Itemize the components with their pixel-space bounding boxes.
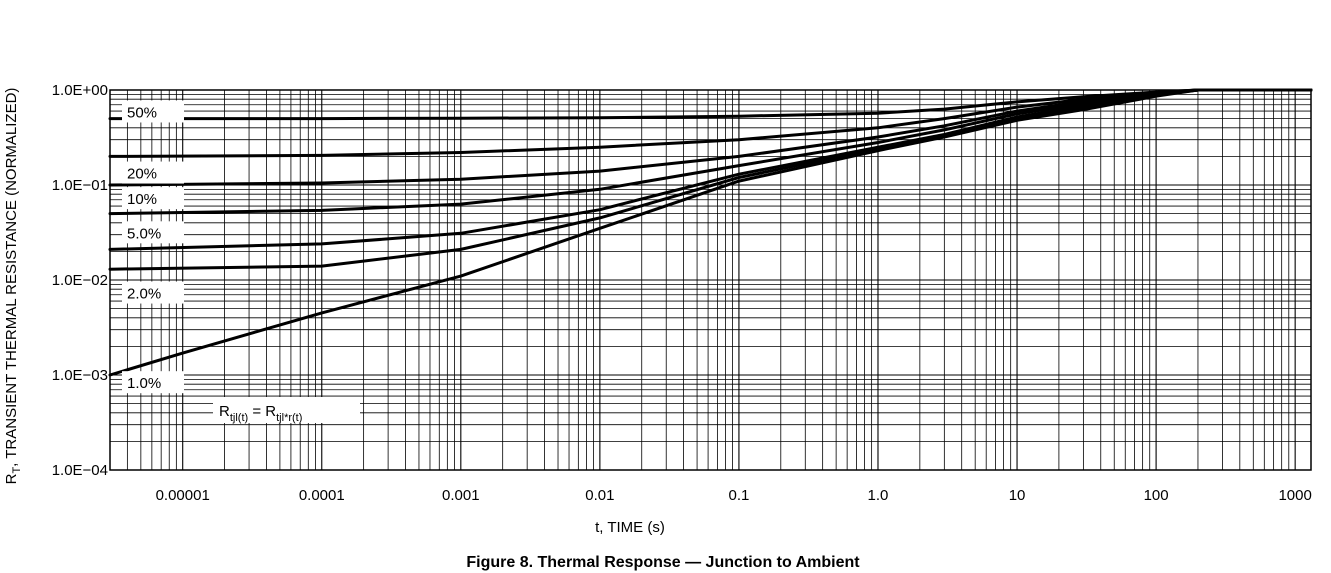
y-axis-title-main: R	[3, 473, 20, 484]
x-tick-label: 0.001	[442, 487, 480, 504]
y-axis-title: RT, TRANSIENT THERMAL RESISTANCE (NORMAL…	[3, 88, 23, 485]
x-tick-label: 100	[1144, 487, 1169, 504]
x-axis-title: t, TIME (s)	[595, 519, 665, 536]
series-label-box	[122, 221, 184, 244]
series-label-box	[122, 100, 184, 123]
grid	[109, 89, 1311, 471]
x-tick-label: 0.0001	[299, 487, 345, 504]
series-label: 1.0%	[127, 375, 161, 392]
y-axis-title-sub: T	[11, 467, 23, 474]
formula-lhs: R	[219, 403, 230, 420]
formula-box	[213, 397, 360, 423]
series-lines	[108, 88, 1313, 377]
series-label: 50%	[127, 104, 157, 121]
x-tick-label: 1000	[1278, 487, 1311, 504]
tick-labels: 0.00001 0.0001 0.001 0.01 0.1 1.0 10 100 1000 1.0…	[52, 82, 1312, 504]
formula-eq: =	[248, 403, 265, 420]
y-tick-label: 1.0E−01	[52, 177, 108, 194]
x-tick-label: 0.01	[585, 487, 614, 504]
series-label-box	[122, 281, 184, 304]
series-label: 2.0%	[127, 286, 161, 303]
series-label: 10%	[127, 191, 157, 208]
formula-text: Rtjl(t) = Rtjl*r(t)	[219, 403, 302, 424]
figure-caption: Figure 8. Thermal Response — Junction to…	[466, 554, 860, 571]
plot-frame	[109, 89, 1312, 471]
series-line-1.0pct	[108, 88, 1313, 377]
y-tick-label: 1.0E−03	[52, 367, 108, 384]
y-tick-label: 1.0E−02	[52, 272, 108, 289]
x-tick-label: 0.1	[729, 487, 750, 504]
y-tick-label: 1.0E+00	[52, 82, 108, 99]
formula-rhs-sub: tjl*r(t)	[276, 412, 302, 424]
series-line-5.0pct	[108, 88, 1313, 216]
formula-annotation: Rtjl(t) = Rtjl*r(t)	[213, 397, 360, 424]
series-label: 20%	[127, 166, 157, 183]
formula-rhs: R	[265, 403, 276, 420]
formula-lhs-sub: tjl(t)	[230, 412, 248, 424]
y-axis-title-rest: , TRANSIENT THERMAL RESISTANCE (NORMALIZ…	[3, 88, 20, 467]
y-tick-label: 1.0E−04	[52, 462, 108, 479]
x-tick-label: 0.00001	[156, 487, 210, 504]
series-label: 5.0%	[127, 225, 161, 242]
series-label-box	[122, 187, 184, 210]
series-label-box	[122, 161, 184, 184]
x-tick-label: 10	[1009, 487, 1026, 504]
x-tick-label: 1.0	[868, 487, 889, 504]
series-label-box	[122, 371, 184, 394]
series-labels: 50% 20% 10% 5.0% 2.0% 1.0%	[122, 100, 184, 394]
